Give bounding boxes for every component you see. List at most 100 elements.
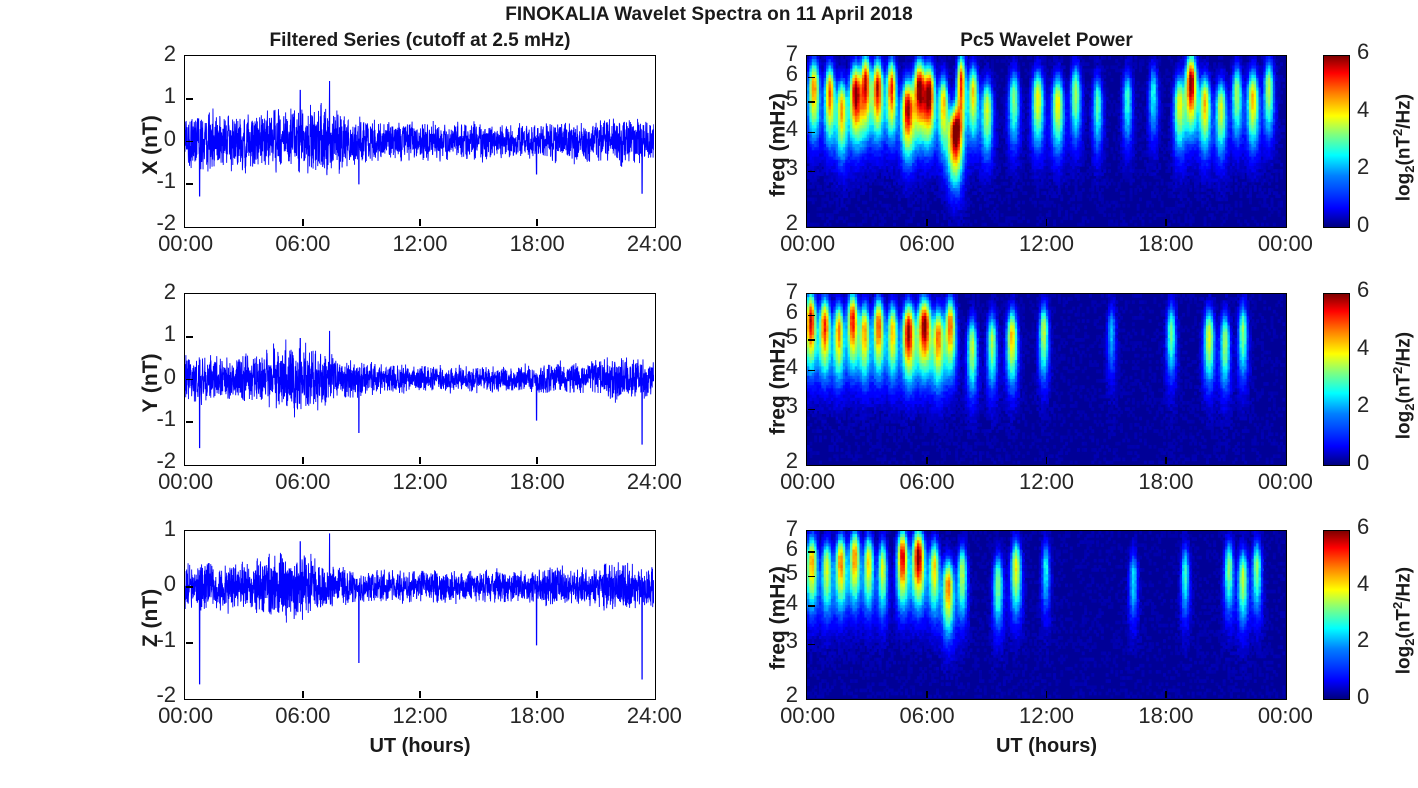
xtick-Z-wavelet: 12:00 <box>992 705 1102 727</box>
ytick-Y-wavelet: 5 <box>760 326 798 348</box>
ytick-Y-filtered: 0 <box>132 365 176 388</box>
axis-tick-mark <box>185 183 193 185</box>
ytick-Z-wavelet: 4 <box>760 592 798 614</box>
xtick-X-wavelet: 18:00 <box>1111 233 1221 255</box>
colorbar-tick-Y-wavelet: 4 <box>1357 336 1387 359</box>
ytick-X-filtered: -2 <box>132 212 176 234</box>
colorbar-label-text-z: log2(nT2/Hz) <box>1390 567 1417 674</box>
colorbar-y[interactable] <box>1323 293 1350 466</box>
xtick-Y-filtered: 18:00 <box>482 471 592 493</box>
axis-tick-mark <box>926 219 928 227</box>
ytick-X-wavelet: 2 <box>760 212 798 234</box>
colorbar-tick-Y-wavelet: 0 <box>1357 452 1387 474</box>
axis-tick-mark <box>302 219 304 227</box>
axis-tick-mark <box>1045 219 1048 227</box>
wavelet-power-heatmap <box>807 531 1285 698</box>
axis-tick-mark <box>807 76 815 79</box>
xtick-Z-wavelet: 00:00 <box>753 705 863 727</box>
colorbar-x[interactable] <box>1323 55 1350 228</box>
xtick-X-filtered: 18:00 <box>482 233 592 255</box>
axis-tick-mark <box>926 691 928 699</box>
ytick-X-filtered: 1 <box>132 85 176 107</box>
xtick-X-wavelet: 06:00 <box>872 233 982 255</box>
xtick-Z-filtered: 18:00 <box>482 705 592 727</box>
xtick-X-filtered: 00:00 <box>131 233 241 255</box>
colorbar-tick-Z-wavelet: 6 <box>1357 516 1387 538</box>
axis-tick-mark <box>807 369 815 372</box>
axis-tick-mark <box>807 131 815 134</box>
axis-tick-mark <box>807 408 815 411</box>
wavelet-power-heatmap <box>807 56 1285 226</box>
axis-tick-mark <box>1045 691 1048 699</box>
axes-wavelet-x[interactable] <box>806 55 1287 228</box>
axis-tick-mark <box>926 457 928 465</box>
ytick-X-wavelet: 7 <box>760 42 798 65</box>
xtick-Z-filtered: 12:00 <box>365 705 475 727</box>
ytick-X-filtered: -1 <box>132 169 176 192</box>
ytick-Z-wavelet: 3 <box>760 630 798 652</box>
colorbar-tick-Y-wavelet: 6 <box>1357 279 1387 301</box>
colorbar-tick-Y-wavelet: 2 <box>1357 394 1387 416</box>
axis-tick-mark <box>1165 219 1167 227</box>
axes-wavelet-y[interactable] <box>806 293 1287 466</box>
xtick-Y-wavelet: 12:00 <box>992 471 1102 493</box>
axes-filtered-y[interactable] <box>184 293 656 466</box>
xtick-X-wavelet: 00:00 <box>753 233 863 255</box>
axes-filtered-x[interactable] <box>184 55 656 228</box>
panel-title-filtered-x: Filtered Series (cutoff at 2.5 mHz) <box>184 30 656 52</box>
xtick-X-filtered: 06:00 <box>248 233 358 255</box>
ytick-Z-filtered: -1 <box>132 628 176 651</box>
xtick-Y-filtered: 00:00 <box>131 471 241 493</box>
ytick-Y-wavelet: 7 <box>760 280 798 303</box>
axis-tick-mark <box>807 314 815 317</box>
filtered-series-plot <box>185 330 654 449</box>
ytick-Y-wavelet: 3 <box>760 395 798 417</box>
ytick-Z-wavelet: 5 <box>760 562 798 584</box>
ytick-Y-wavelet: 4 <box>760 356 798 378</box>
xtick-Y-wavelet: 06:00 <box>872 471 982 493</box>
colorbar-label-text-y: log2(nT2/Hz) <box>1390 332 1417 439</box>
axis-tick-mark <box>1045 457 1048 465</box>
ytick-X-wavelet: 5 <box>760 88 798 110</box>
axis-tick-mark <box>185 336 193 338</box>
colorbar-tick-X-wavelet: 0 <box>1357 214 1387 236</box>
ytick-Y-wavelet: 2 <box>760 450 798 472</box>
axes-wavelet-z[interactable] <box>806 530 1287 700</box>
axis-tick-mark <box>419 219 421 227</box>
xtick-Z-filtered: 06:00 <box>248 705 358 727</box>
ytick-Z-filtered: -2 <box>132 684 176 706</box>
filtered-series-plot <box>185 533 654 685</box>
axis-tick-mark <box>807 170 815 173</box>
axis-tick-mark <box>536 219 538 227</box>
colorbar-tick-X-wavelet: 4 <box>1357 98 1387 121</box>
axis-tick-mark <box>807 339 815 341</box>
axis-tick-mark <box>1165 457 1167 465</box>
colorbar-tick-Z-wavelet: 0 <box>1357 686 1387 708</box>
wavelet-power-heatmap <box>807 294 1285 464</box>
xtick-Y-wavelet: 00:00 <box>753 471 863 493</box>
colorbar-tick-Z-wavelet: 2 <box>1357 629 1387 651</box>
axis-tick-mark <box>185 586 193 588</box>
axes-filtered-z[interactable] <box>184 530 656 700</box>
axis-tick-mark <box>536 691 538 699</box>
ytick-X-wavelet: 6 <box>760 63 798 85</box>
filtered-series-plot <box>185 81 654 197</box>
xlabel-right-column: UT (hours) <box>806 735 1287 758</box>
axis-tick-mark <box>807 643 815 646</box>
axis-tick-mark <box>185 642 193 644</box>
axis-tick-mark <box>185 140 193 143</box>
xtick-X-wavelet: 12:00 <box>992 233 1102 255</box>
axis-tick-mark <box>807 101 815 103</box>
ytick-X-filtered: 2 <box>132 42 176 65</box>
ytick-X-wavelet: 4 <box>760 118 798 140</box>
xtick-Z-wavelet: 18:00 <box>1111 705 1221 727</box>
xtick-Y-filtered: 06:00 <box>248 471 358 493</box>
xtick-X-wavelet: 00:00 <box>1230 233 1340 255</box>
colorbar-z[interactable] <box>1323 530 1350 700</box>
xtick-Y-wavelet: 18:00 <box>1111 471 1221 493</box>
xtick-Z-wavelet: 06:00 <box>872 705 982 727</box>
xtick-Y-wavelet: 00:00 <box>1230 471 1340 493</box>
ytick-Y-filtered: 2 <box>132 280 176 303</box>
xtick-Z-filtered: 00:00 <box>131 705 241 727</box>
